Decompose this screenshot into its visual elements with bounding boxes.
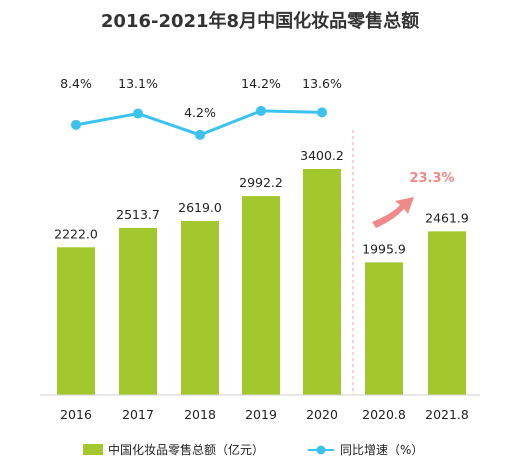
- growth-point-2020: [317, 107, 327, 118]
- bar-2019: [242, 196, 280, 395]
- bar-2021.8: [428, 231, 466, 395]
- bar-series: [57, 169, 466, 395]
- legend-bar-label: 中国化妆品零售总额（亿元）: [108, 442, 264, 457]
- legend: 中国化妆品零售总额（亿元） 同比增速（%）: [83, 442, 423, 457]
- bar-value-labels: 2222.0 2513.7 2619.0 2992.2 3400.2 1995.9 2461…: [54, 148, 469, 256]
- growth-point-2017: [133, 108, 143, 119]
- bar-2020.8: [365, 262, 403, 395]
- growth-point-2016: [71, 119, 81, 130]
- growth-label-2016: 8.4%: [60, 76, 92, 91]
- growth-arrow-icon: [372, 197, 414, 228]
- tick-2016: 2016: [60, 407, 92, 422]
- legend-line-marker: [316, 445, 326, 455]
- x-axis-tick-labels: 2016 2017 2018 2019 2020 2020.8 2021.8: [60, 407, 469, 422]
- bar-label-2018: 2619.0: [178, 200, 222, 215]
- line-series: [71, 105, 327, 140]
- bar-label-2020: 3400.2: [300, 148, 344, 163]
- line-value-labels: 8.4% 13.1% 4.2% 14.2% 13.6%: [60, 76, 342, 120]
- growth-point-2019: [256, 105, 266, 116]
- legend-line-label: 同比增速（%）: [340, 443, 423, 457]
- bar-2017: [119, 227, 157, 395]
- bar-2020: [303, 169, 341, 395]
- tick-2017: 2017: [122, 407, 154, 422]
- tick-2019: 2019: [245, 407, 277, 422]
- bar-label-2019: 2992.2: [239, 175, 283, 190]
- growth-label-2018: 4.2%: [184, 105, 216, 120]
- legend-bar-swatch: [83, 444, 103, 455]
- bar-2018: [181, 220, 219, 395]
- growth-label-2017: 13.1%: [118, 76, 158, 91]
- bar-label-2021.8: 2461.9: [425, 210, 469, 225]
- tick-2021.8: 2021.8: [425, 407, 469, 422]
- bar-label-2017: 2513.7: [116, 207, 160, 222]
- chart-title: 2016-2021年8月中国化妆品零售总额: [101, 10, 419, 32]
- tick-2020: 2020: [306, 407, 338, 422]
- tick-2018: 2018: [184, 407, 216, 422]
- growth-label-2019: 14.2%: [241, 76, 281, 91]
- bar-label-2020.8: 1995.9: [362, 241, 406, 256]
- growth-label: 23.3%: [409, 171, 454, 186]
- bar-label-2016: 2222.0: [54, 226, 98, 241]
- tick-2020.8: 2020.8: [362, 407, 406, 422]
- growth-point-2018: [195, 129, 205, 140]
- growth-label-2020: 13.6%: [302, 76, 342, 91]
- bar-2016: [57, 247, 95, 395]
- growth-annotation: 23.3%: [372, 171, 455, 228]
